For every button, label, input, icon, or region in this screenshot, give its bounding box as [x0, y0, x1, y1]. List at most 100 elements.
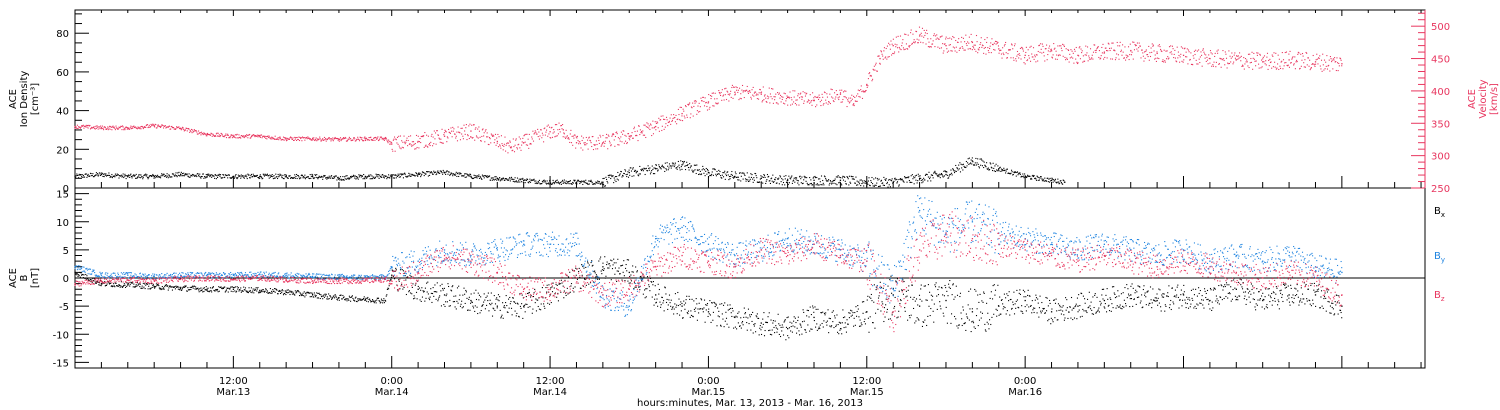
bx-sample: [402, 288, 404, 290]
velocity-sample: [671, 120, 673, 123]
density-sample: [252, 176, 254, 178]
velocity-sample: [1220, 58, 1222, 60]
bx-sample: [453, 301, 456, 303]
density-sample: [354, 175, 356, 177]
density-sample: [509, 176, 511, 179]
density-sample: [265, 174, 267, 176]
bx-sample: [474, 310, 476, 312]
velocity-sample: [222, 135, 224, 137]
density-sample: [547, 182, 549, 184]
density-sample: [585, 182, 587, 184]
velocity-sample: [926, 32, 928, 35]
density-sample: [997, 165, 999, 167]
bx-sample: [230, 286, 232, 288]
density-sample: [628, 169, 630, 171]
velocity-sample: [825, 99, 827, 101]
velocity-sample: [452, 130, 454, 132]
density-sample: [661, 164, 663, 166]
velocity-sample: [332, 137, 334, 139]
density-sample: [945, 170, 947, 173]
velocity-sample: [606, 137, 608, 139]
velocity-sample: [1080, 48, 1082, 50]
density-sample: [95, 172, 97, 174]
velocity-sample: [384, 137, 386, 139]
velocity-sample: [370, 138, 372, 140]
velocity-sample: [1118, 58, 1120, 60]
velocity-sample: [916, 38, 918, 40]
velocity-sample: [594, 144, 596, 146]
density-sample: [282, 177, 285, 180]
density-sample: [656, 168, 658, 170]
velocity-sample: [877, 55, 880, 57]
density-sample: [325, 177, 327, 179]
velocity-sample: [1010, 57, 1012, 59]
density-sample: [718, 169, 720, 171]
velocity-sample: [1240, 55, 1242, 57]
density-sample: [616, 178, 618, 180]
density-sample: [489, 175, 491, 177]
density-sample: [431, 172, 433, 174]
density-sample: [860, 185, 862, 187]
velocity-sample: [963, 49, 965, 51]
bx-sample: [86, 275, 88, 277]
density-sample: [940, 174, 942, 176]
bx-sample: [280, 290, 282, 292]
bx-sample: [203, 290, 205, 293]
bx-sample: [339, 294, 342, 296]
density-sample: [698, 169, 700, 171]
velocity-sample: [597, 148, 599, 150]
density-sample: [768, 175, 770, 178]
velocity-sample: [1009, 49, 1011, 51]
velocity-sample: [215, 133, 217, 135]
velocity-sample: [816, 104, 818, 106]
density-sample: [785, 181, 788, 184]
velocity-sample: [548, 126, 551, 128]
density-sample: [496, 179, 498, 181]
velocity-sample: [1124, 46, 1126, 48]
density-sample: [745, 180, 747, 182]
bx-sample: [196, 287, 198, 290]
velocity-sample: [724, 88, 726, 90]
velocity-sample: [422, 135, 424, 138]
density-sample: [697, 169, 699, 172]
density-sample: [151, 175, 153, 178]
bx-sample: [236, 290, 238, 292]
density-sample: [870, 180, 872, 182]
bx-sample: [449, 299, 451, 301]
density-sample: [477, 175, 479, 178]
velocity-sample: [1151, 51, 1153, 53]
velocity-sample: [664, 126, 666, 128]
density-sample: [782, 179, 784, 181]
density-sample: [224, 174, 226, 176]
velocity-sample: [791, 99, 793, 101]
density-sample: [996, 169, 998, 171]
density-sample: [831, 182, 833, 184]
bx-sample: [325, 293, 327, 295]
velocity-sample: [1066, 57, 1068, 59]
velocity-sample: [618, 144, 620, 146]
bx-sample: [325, 295, 327, 297]
bx-sample: [117, 285, 119, 287]
velocity-sample: [1202, 48, 1204, 50]
density-sample: [433, 170, 435, 172]
bx-sample: [413, 295, 415, 297]
bx-sample: [258, 291, 260, 293]
velocity-sample: [246, 134, 248, 136]
density-sample: [572, 182, 574, 184]
bx-sample: [461, 300, 463, 302]
velocity-sample: [1220, 66, 1222, 68]
velocity-sample: [453, 133, 456, 135]
velocity-sample: [1296, 61, 1298, 63]
velocity-sample: [793, 101, 795, 103]
density-sample: [502, 177, 504, 179]
velocity-sample: [524, 134, 526, 136]
velocity-sample: [1139, 45, 1141, 47]
velocity-sample: [423, 146, 425, 148]
bx-sample: [181, 287, 184, 289]
density-sample: [85, 173, 87, 175]
velocity-sample: [88, 125, 90, 127]
velocity-sample: [92, 127, 94, 129]
velocity-sample: [298, 136, 300, 138]
velocity-sample: [686, 114, 688, 116]
velocity-sample: [790, 104, 792, 106]
